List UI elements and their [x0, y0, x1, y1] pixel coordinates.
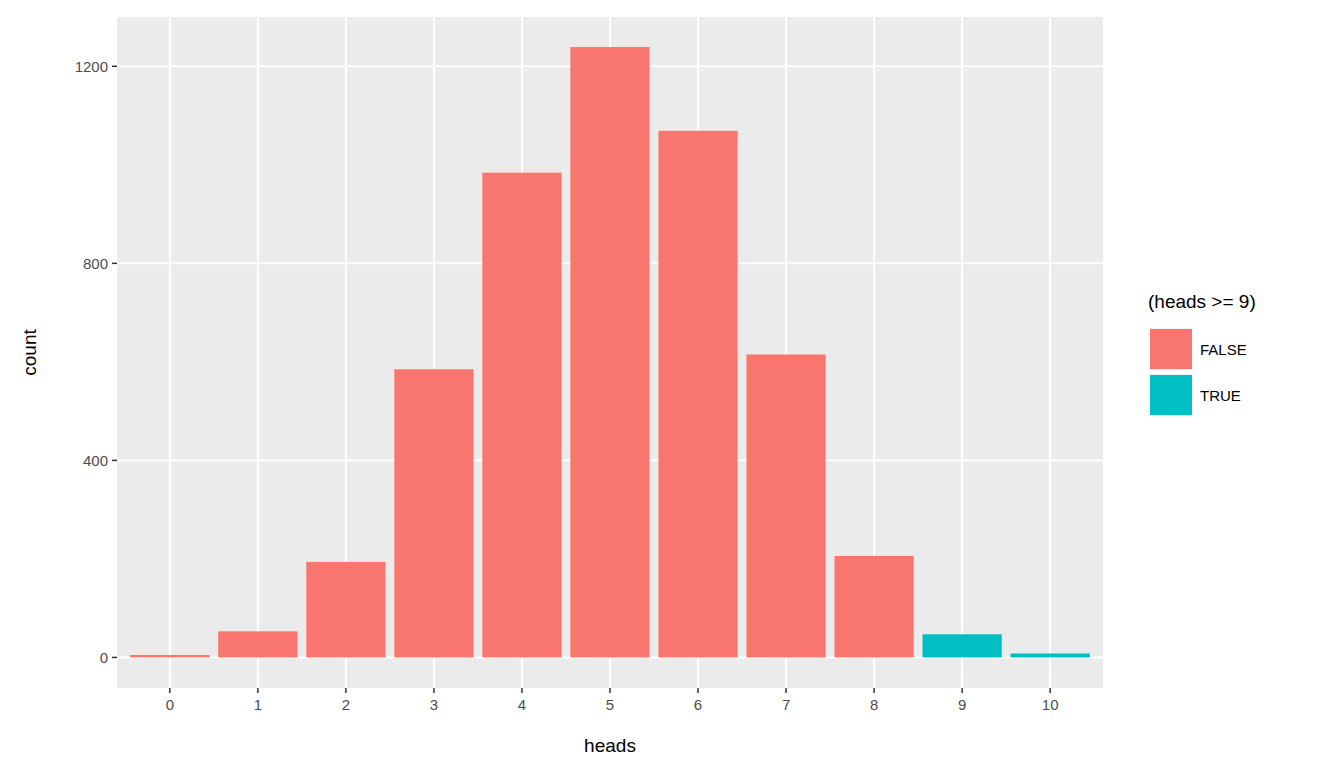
tick-mark	[697, 688, 699, 693]
tick-mark	[169, 688, 171, 693]
tick-label: 8	[870, 696, 878, 713]
legend-title: (heads >= 9)	[1148, 291, 1256, 312]
bar	[1011, 654, 1090, 658]
tick-mark	[1049, 688, 1051, 693]
grid-line	[1049, 17, 1051, 688]
bar	[482, 173, 561, 658]
bar	[834, 556, 913, 657]
bar	[306, 562, 385, 658]
bar	[570, 47, 649, 657]
chart: 0 400 800 1200 0 1 2 3 4 5 6 7 8 9 10 heads count (heads …	[0, 0, 1344, 768]
tick-label: 6	[694, 696, 702, 713]
tick-label: 7	[782, 696, 790, 713]
bar	[923, 634, 1002, 657]
tick-label: 1200	[75, 58, 108, 75]
tick-mark	[112, 66, 117, 68]
bar	[130, 655, 209, 657]
legend-label: FALSE	[1200, 341, 1247, 358]
tick-label: 2	[342, 696, 350, 713]
tick-mark	[112, 460, 117, 462]
bar	[394, 369, 473, 657]
tick-label: 800	[83, 255, 108, 272]
bar	[746, 354, 825, 657]
tick-mark	[257, 688, 259, 693]
tick-label: 3	[430, 696, 438, 713]
bars	[130, 47, 1090, 657]
legend-label: TRUE	[1200, 387, 1241, 404]
tick-mark	[609, 688, 611, 693]
grid-line	[169, 17, 171, 688]
tick-mark	[785, 688, 787, 693]
tick-mark	[112, 263, 117, 265]
legend-key-bg	[1150, 374, 1192, 416]
tick-mark	[433, 688, 435, 693]
tick-mark	[112, 657, 117, 659]
tick-label: 0	[166, 696, 174, 713]
tick-mark	[873, 688, 875, 693]
tick-label: 4	[518, 696, 526, 713]
bar	[658, 131, 737, 658]
legend-key	[1150, 375, 1192, 415]
axis-title: heads	[584, 735, 636, 756]
tick-mark	[961, 688, 963, 693]
bar	[218, 631, 297, 657]
axis-title: count	[19, 329, 40, 376]
grid-line	[961, 17, 963, 688]
tick-label: 10	[1042, 696, 1059, 713]
tick-mark	[345, 688, 347, 693]
tick-label: 1	[254, 696, 262, 713]
tick-mark	[521, 688, 523, 693]
tick-label: 400	[83, 452, 108, 469]
plot-panel	[117, 17, 1103, 688]
tick-label: 9	[958, 696, 966, 713]
background	[0, 0, 1344, 768]
tick-label: 5	[606, 696, 614, 713]
grid-line	[257, 17, 259, 688]
legend-key	[1150, 329, 1192, 369]
legend-key-bg	[1150, 328, 1192, 370]
tick-label: 0	[100, 649, 108, 666]
